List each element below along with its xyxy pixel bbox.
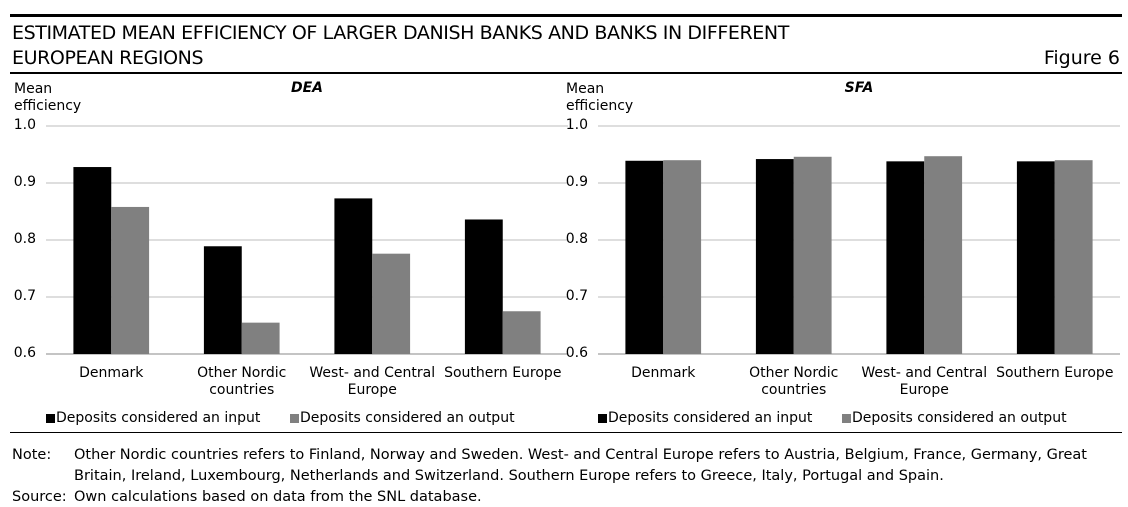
x-tick-label: Southern Europe — [996, 365, 1114, 381]
legend-label: Deposits considered an input — [56, 410, 261, 426]
y-tick-label: 0.8 — [13, 231, 36, 247]
y-tick-label: 0.9 — [13, 174, 36, 190]
legend-swatch — [290, 414, 299, 423]
bar — [241, 322, 280, 354]
bar — [755, 159, 794, 354]
figure-title: ESTIMATED MEAN EFFICIENCY OF LARGER DANI… — [12, 22, 789, 69]
title-rule — [10, 72, 1122, 74]
bar — [111, 206, 150, 354]
bar — [625, 160, 664, 354]
x-tick-label: West- and Central Europe — [861, 365, 988, 398]
chart-title: SFA — [844, 80, 874, 96]
bar — [203, 246, 242, 354]
y-axis-label: Mean efficiency — [14, 81, 82, 114]
y-tick-label: 0.6 — [13, 345, 36, 361]
x-tick-label: Denmark — [631, 365, 696, 381]
bar — [334, 198, 373, 354]
y-tick-label: 0.7 — [565, 288, 588, 304]
x-tick-label: Southern Europe — [444, 365, 562, 381]
x-tick-label: Other Nordic countries — [197, 365, 287, 398]
y-axis-label: Mean efficiency — [566, 81, 634, 114]
bar — [924, 156, 963, 354]
y-tick-label: 0.8 — [565, 231, 588, 247]
bar — [663, 160, 702, 354]
x-tick-label: West- and Central Europe — [309, 365, 436, 398]
y-tick-label: 0.7 — [13, 288, 36, 304]
chart-title: DEA — [290, 80, 324, 96]
legend-label: Deposits considered an output — [300, 410, 515, 426]
bar — [372, 253, 411, 354]
y-tick-label: 0.6 — [565, 345, 588, 361]
source-label: Source: — [12, 489, 67, 505]
y-tick-label: 1.0 — [565, 117, 588, 133]
bar — [886, 161, 925, 354]
legend-swatch — [598, 414, 607, 423]
note-label: Note: — [12, 447, 52, 463]
x-tick-label: Other Nordic countries — [749, 365, 839, 398]
y-tick-label: 0.9 — [565, 174, 588, 190]
bar — [73, 167, 112, 354]
top-rule — [10, 14, 1122, 17]
bar — [1054, 160, 1093, 354]
bar — [1016, 161, 1055, 354]
legend-label: Deposits considered an input — [608, 410, 813, 426]
note-text: Other Nordic countries refers to Finland… — [74, 447, 1087, 484]
legend-label: Deposits considered an output — [852, 410, 1067, 426]
bar — [464, 219, 503, 354]
footnotes: Note: Other Nordic countries refers to F… — [12, 445, 1122, 507]
y-tick-label: 1.0 — [13, 117, 36, 133]
legend-swatch — [842, 414, 851, 423]
bottom-rule — [10, 432, 1122, 433]
figure-number: Figure 6 — [1043, 47, 1120, 69]
x-tick-label: Denmark — [79, 365, 144, 381]
source-text: Own calculations based on data from the … — [74, 489, 482, 505]
bar — [793, 156, 832, 354]
legend-swatch — [46, 414, 55, 423]
bar — [502, 311, 541, 354]
